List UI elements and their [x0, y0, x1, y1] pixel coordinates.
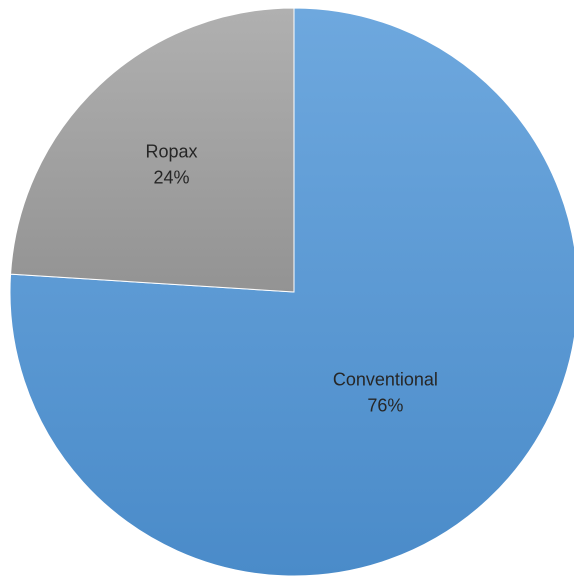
pie-label-value: 76%	[367, 395, 403, 415]
pie-label-ropax: Ropax 24%	[146, 142, 198, 188]
pie-label-category: Ropax	[146, 142, 198, 162]
pie-slice-ropax	[10, 7, 295, 293]
pie-label-category: Conventional	[333, 369, 438, 389]
pie-label-value: 24%	[154, 168, 190, 188]
pie-slices	[9, 7, 574, 577]
pie-label-conventional: Conventional 76%	[333, 369, 438, 415]
pie-labels: Conventional 76% Ropax 24%	[146, 142, 438, 416]
